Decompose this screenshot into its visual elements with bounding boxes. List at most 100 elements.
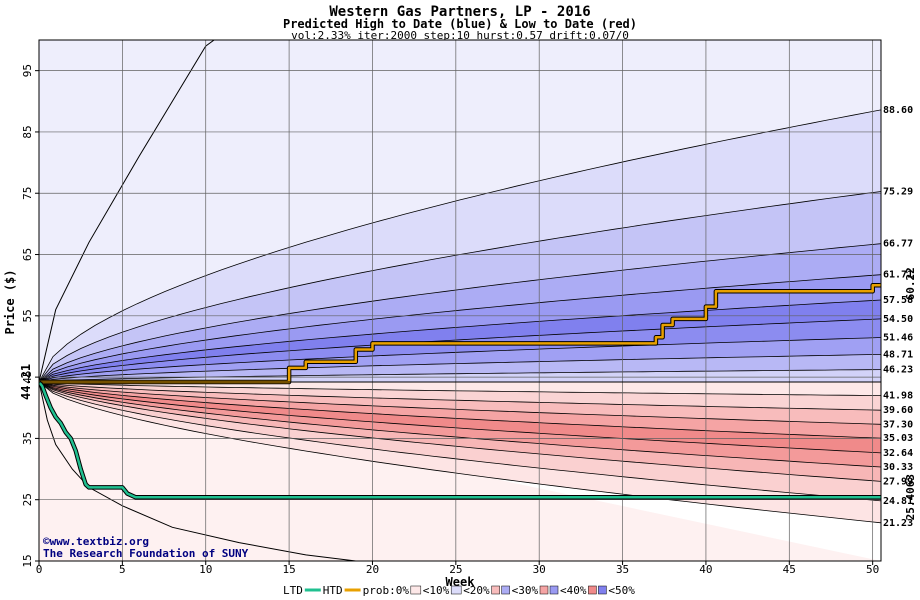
end-label-14: 30.33 xyxy=(883,462,913,473)
legend-swatch-10 xyxy=(450,585,462,595)
high-boundary-8 xyxy=(39,369,881,383)
x-tick-label-0: 0 xyxy=(36,563,43,576)
x-tick-label-15: 15 xyxy=(282,563,295,576)
y-tick-label-45: 45 xyxy=(21,370,34,383)
low-boundary-7 xyxy=(39,381,881,502)
legend-swatch-40-blue xyxy=(598,585,607,595)
high-boundary-6 xyxy=(39,337,881,383)
legend-htd-label: HTD xyxy=(323,584,343,597)
high-band-3 xyxy=(39,274,881,382)
plot-frame xyxy=(38,39,882,562)
legend-band-40: <40% xyxy=(560,584,587,597)
end-label-6: 51.46 xyxy=(883,333,913,344)
x-tick-label-5: 5 xyxy=(119,563,126,576)
high-band-1 xyxy=(39,191,881,382)
low-boundary-3 xyxy=(39,381,881,439)
y-tick-label-65: 65 xyxy=(21,248,34,261)
low-band-0 xyxy=(39,382,881,396)
x-axis-label: Week xyxy=(446,575,476,589)
low-boundary-1 xyxy=(39,381,881,411)
end-label-0: 88.60 xyxy=(883,105,913,116)
end-label-16: 24.81 xyxy=(883,496,913,507)
x-tick-label-20: 20 xyxy=(366,563,379,576)
high-boundary-7 xyxy=(39,354,881,383)
low-boundary-0 xyxy=(39,381,881,396)
end-label-10: 39.60 xyxy=(883,405,913,416)
end-label-3: 61.71 xyxy=(883,270,913,281)
end-label-1: 75.29 xyxy=(883,186,913,197)
x-tick-label-40: 40 xyxy=(699,563,712,576)
chart-params: vol:2.33% iter:2000 step:10 hurst:0.57 d… xyxy=(291,29,629,42)
y-tick-label-15: 15 xyxy=(21,554,34,567)
y-tick-label-35: 35 xyxy=(21,432,34,445)
y-tick-label-95: 95 xyxy=(21,64,34,77)
high-band-5 xyxy=(39,318,881,382)
low-boundary-5 xyxy=(39,381,881,468)
x-tick-label-30: 30 xyxy=(533,563,546,576)
high-band-0 xyxy=(39,109,881,383)
envelope-lower-line xyxy=(39,381,356,561)
y-tick-label-25: 25 xyxy=(21,493,34,506)
legend-band-30: <30% xyxy=(512,584,539,597)
high-band-7 xyxy=(39,354,881,382)
end-label-12: 35.03 xyxy=(883,433,913,444)
low-band-7 xyxy=(39,382,881,501)
high-band-8 xyxy=(39,369,881,382)
low-band-5 xyxy=(39,382,881,467)
chart-title: Western Gas Partners, LP - 2016 xyxy=(329,4,590,20)
y-tick-label-85: 85 xyxy=(21,125,34,138)
end-label-11: 37.30 xyxy=(883,419,913,430)
end-label-15: 27.99 xyxy=(883,476,913,487)
high-band-2 xyxy=(39,243,881,382)
legend-swatch-30-blue xyxy=(549,585,559,595)
high-boundary-5 xyxy=(39,318,881,383)
series-end-label-ltd: 25.4063 xyxy=(904,474,917,520)
high-boundary-0 xyxy=(39,109,881,383)
y-tick-label-55: 55 xyxy=(21,309,34,322)
legend-band-20: <20% xyxy=(463,584,490,597)
y-axis-label: Price ($) xyxy=(3,269,17,334)
end-label-17: 21.23 xyxy=(883,518,913,529)
end-label-13: 32.64 xyxy=(883,448,913,459)
legend-swatch-30-red xyxy=(539,585,549,595)
series-ltd xyxy=(39,381,881,499)
high-boundary-3 xyxy=(39,274,881,383)
series-end-label-htd: 60.22 xyxy=(904,267,917,300)
legend-band-10: <10% xyxy=(423,584,450,597)
low-boundary-2 xyxy=(39,381,881,425)
high-band-6 xyxy=(39,337,881,382)
end-value-labels: 88.60 75.29 66.77 61.71 57.58 54.50 51.46 48.71… xyxy=(883,105,917,529)
legend: LTD HTD prob:0% <10% <20% <30% <40% <50% xyxy=(283,584,635,597)
low-band-8 xyxy=(39,382,881,523)
legend-ltd-label: LTD xyxy=(283,584,303,597)
end-label-5: 54.50 xyxy=(883,314,913,325)
low-boundary-8 xyxy=(39,381,881,524)
low-band-6 xyxy=(39,382,881,482)
x-tick-label-45: 45 xyxy=(783,563,796,576)
legend-swatch-0 xyxy=(410,585,422,595)
legend-band-50: <50% xyxy=(608,584,635,597)
end-label-2: 66.77 xyxy=(883,239,913,250)
low-band-3 xyxy=(39,382,881,439)
legend-prob-label: prob:0% xyxy=(363,584,410,597)
x-tick-label-25: 25 xyxy=(449,563,462,576)
credit-line-2: The Research Foundation of SUNY xyxy=(43,547,249,560)
legend-swatch-20-blue xyxy=(501,585,510,595)
chart-subtitle: Predicted High to Date (blue) & Low to D… xyxy=(283,17,637,31)
axes: 0 5 10 15 20 25 30 35 40 45 50 15 25 35 45 55 65 75 85 95 44… xyxy=(19,39,882,576)
legend-swatch-40-red xyxy=(588,585,597,595)
end-label-4: 57.58 xyxy=(883,295,913,306)
credit-line-1: ©www.textbiz.org xyxy=(43,535,149,548)
series-htd xyxy=(39,283,881,384)
end-label-7: 48.71 xyxy=(883,349,913,360)
low-band-2 xyxy=(39,382,881,425)
high-boundary-2 xyxy=(39,243,881,383)
plot-area xyxy=(39,40,881,561)
low-boundary-4 xyxy=(39,381,881,454)
y-tick-label-75: 75 xyxy=(21,187,34,200)
x-tick-label-50: 50 xyxy=(866,563,879,576)
high-boundary-4 xyxy=(39,299,881,383)
x-tick-label-10: 10 xyxy=(199,563,212,576)
low-band-4 xyxy=(39,382,881,453)
